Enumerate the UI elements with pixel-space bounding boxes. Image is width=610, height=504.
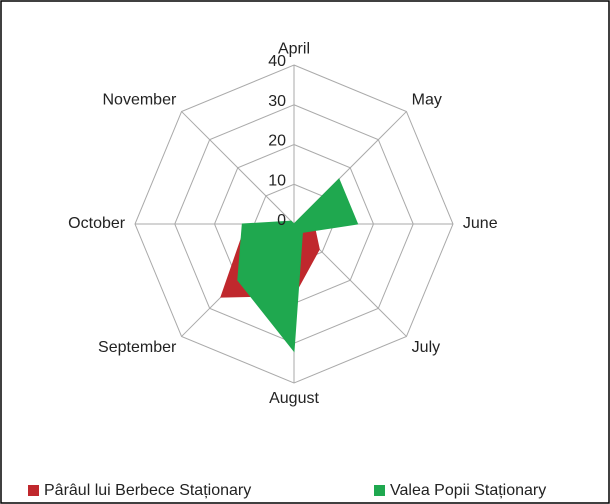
legend-label: Valea Popii Staționary — [390, 482, 546, 499]
category-label: August — [269, 390, 319, 407]
legend-swatch — [374, 485, 385, 496]
category-label: October — [68, 215, 126, 232]
r-tick-label: 40 — [268, 53, 286, 70]
category-label: June — [463, 215, 498, 232]
r-tick-label: 20 — [268, 133, 286, 150]
category-label: April — [278, 40, 310, 57]
r-tick-label: 0 — [277, 212, 286, 229]
legend-swatch — [28, 485, 39, 496]
category-label: September — [98, 339, 177, 356]
category-label: November — [103, 92, 177, 109]
r-tick-label: 10 — [268, 172, 286, 189]
series-area — [237, 178, 359, 353]
category-label: May — [412, 92, 442, 109]
category-label: July — [412, 339, 440, 356]
spoke — [181, 111, 295, 225]
legend-label: Pârâul lui Berbece Staționary — [44, 482, 251, 499]
r-tick-label: 30 — [268, 93, 286, 110]
